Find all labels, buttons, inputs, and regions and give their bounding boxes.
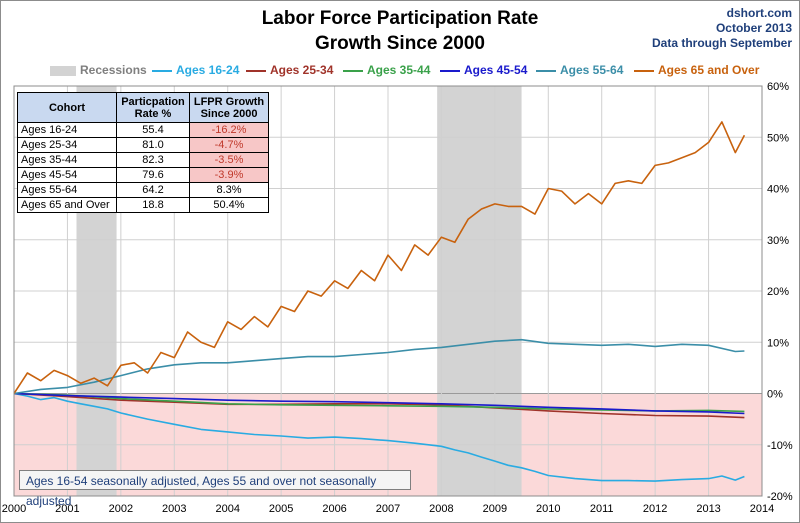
- table-cell-rate: 82.3: [116, 152, 190, 168]
- y-tick-label: 50%: [767, 132, 789, 144]
- table-cell-rate: 55.4: [116, 122, 190, 138]
- x-tick-label: 2014: [750, 503, 774, 515]
- y-tick-label: -10%: [767, 440, 793, 452]
- x-tick-label: 2003: [162, 503, 186, 515]
- chart-title-line1: Labor Force Participation Rate: [261, 8, 539, 29]
- x-tick-label: 2001: [55, 503, 79, 515]
- table-cell-rate: 64.2: [116, 182, 190, 198]
- cohort-table: Cohort Particpation Rate % LFPR Growth S…: [17, 92, 269, 213]
- y-tick-label: 40%: [767, 184, 789, 196]
- table-cell-cohort: Ages 25-34: [17, 137, 117, 153]
- x-tick-label: 2002: [109, 503, 133, 515]
- series-line-ages-45-54: [13, 392, 745, 415]
- table-row: Ages 16-24 55.4 -16.2%: [17, 122, 269, 138]
- table-cell-cohort: Ages 65 and Over: [17, 197, 117, 213]
- y-tick-label: -20%: [767, 491, 793, 503]
- table-header-rate: Particpation Rate %: [116, 92, 190, 123]
- legend-item-ages-16-24: Ages 16-24: [152, 63, 239, 77]
- y-axis-ticks: -20% -10% 0% 10% 20% 30% 40% 50% 60%: [767, 81, 793, 503]
- legend-label-recessions: Recessions: [80, 63, 147, 77]
- y-tick-label: 0%: [767, 389, 783, 401]
- table-row: Ages 45-54 79.6 -3.9%: [17, 167, 269, 183]
- table-header-growth: LFPR Growth Since 2000: [189, 92, 269, 123]
- x-tick-label: 2009: [483, 503, 507, 515]
- legend-label-ages-55-64: Ages 55-64: [560, 63, 624, 77]
- table-header-cohort: Cohort: [17, 92, 117, 123]
- legend-swatch-ages-25-34: [246, 69, 266, 72]
- y-tick-label: 60%: [767, 81, 789, 93]
- x-tick-label: 2012: [643, 503, 667, 515]
- table-cell-cohort: Ages 55-64: [17, 182, 117, 198]
- legend-item-ages-55-64: Ages 55-64: [536, 63, 623, 77]
- chart-title-line2: Growth Since 2000: [314, 33, 485, 54]
- legend-swatch-ages-65-over: [634, 69, 654, 72]
- table-cell-rate: 81.0: [116, 137, 190, 153]
- table-cell-growth: -3.5%: [189, 152, 269, 168]
- legend-item-ages-65-over: Ages 65 and Over: [634, 63, 759, 77]
- table-cell-growth: -16.2%: [189, 122, 269, 138]
- table-row: Ages 65 and Over 18.8 50.4%: [17, 197, 269, 213]
- source-through: Data through September: [651, 36, 792, 50]
- legend-label-ages-45-54: Ages 45-54: [464, 63, 528, 77]
- table-cell-growth: -4.7%: [189, 137, 269, 153]
- legend-item-ages-45-54: Ages 45-54: [440, 63, 527, 77]
- series-line-ages-65-and-over: [13, 121, 746, 394]
- y-tick-label: 10%: [767, 337, 789, 349]
- x-tick-label: 2006: [322, 503, 346, 515]
- legend-label-ages-16-24: Ages 16-24: [176, 63, 240, 77]
- series-line-ages-25-34: [13, 392, 745, 419]
- legend-label-ages-35-44: Ages 35-44: [367, 63, 431, 77]
- x-tick-label: 2013: [696, 503, 720, 515]
- table-row: Ages 35-44 82.3 -3.5%: [17, 152, 269, 168]
- x-axis-ticks: 2000 2001 2002 2003 2004 2005 2006 2007 2008 2009…: [2, 503, 774, 515]
- legend: Recessions Ages 16-24 Ages 25-34 Ages 35…: [0, 63, 800, 79]
- legend-item-ages-25-34: Ages 25-34: [246, 63, 333, 77]
- x-tick-label: 2004: [215, 503, 239, 515]
- legend-swatch-ages-55-64: [536, 69, 556, 72]
- table-cell-rate: 79.6: [116, 167, 190, 183]
- x-tick-label: 2005: [269, 503, 293, 515]
- table-cell-growth: -3.9%: [189, 167, 269, 183]
- footnote: Ages 16-54 seasonally adjusted, Ages 55 …: [19, 470, 411, 508]
- table-row: Ages 25-34 81.0 -4.7%: [17, 137, 269, 153]
- legend-item-ages-35-44: Ages 35-44: [343, 63, 430, 77]
- x-tick-label: 2007: [376, 503, 400, 515]
- table-cell-cohort: Ages 16-24: [17, 122, 117, 138]
- series-line-ages-55-64: [13, 338, 745, 395]
- legend-swatch-ages-35-44: [343, 69, 363, 72]
- table-cell-rate: 18.8: [116, 197, 190, 213]
- legend-label-ages-65-over: Ages 65 and Over: [658, 63, 760, 77]
- table-cell-cohort: Ages 35-44: [17, 152, 117, 168]
- x-tick-label: 2010: [536, 503, 560, 515]
- x-tick-label: 2011: [590, 503, 614, 515]
- y-tick-label: 30%: [767, 235, 789, 247]
- legend-item-recessions: Recessions: [50, 63, 147, 77]
- source-date: October 2013: [715, 21, 792, 35]
- series-lines: [13, 121, 746, 482]
- legend-swatch-recessions: [50, 65, 76, 76]
- table-cell-cohort: Ages 45-54: [17, 167, 117, 183]
- table-row: Ages 55-64 64.2 8.3%: [17, 182, 269, 198]
- x-tick-label: 2008: [429, 503, 453, 515]
- series-line-ages-16-24: [13, 392, 745, 482]
- x-tick-label: 2000: [2, 503, 26, 515]
- legend-swatch-ages-16-24: [152, 69, 172, 72]
- table-cell-growth: 50.4%: [189, 197, 269, 213]
- table-cell-growth: 8.3%: [189, 182, 269, 198]
- legend-label-ages-25-34: Ages 25-34: [270, 63, 334, 77]
- source-site: dshort.com: [726, 6, 792, 20]
- table-header-row: Cohort Particpation Rate % LFPR Growth S…: [17, 92, 269, 123]
- plot-border: [13, 85, 763, 497]
- y-tick-label: 20%: [767, 286, 789, 298]
- legend-swatch-ages-45-54: [440, 69, 460, 72]
